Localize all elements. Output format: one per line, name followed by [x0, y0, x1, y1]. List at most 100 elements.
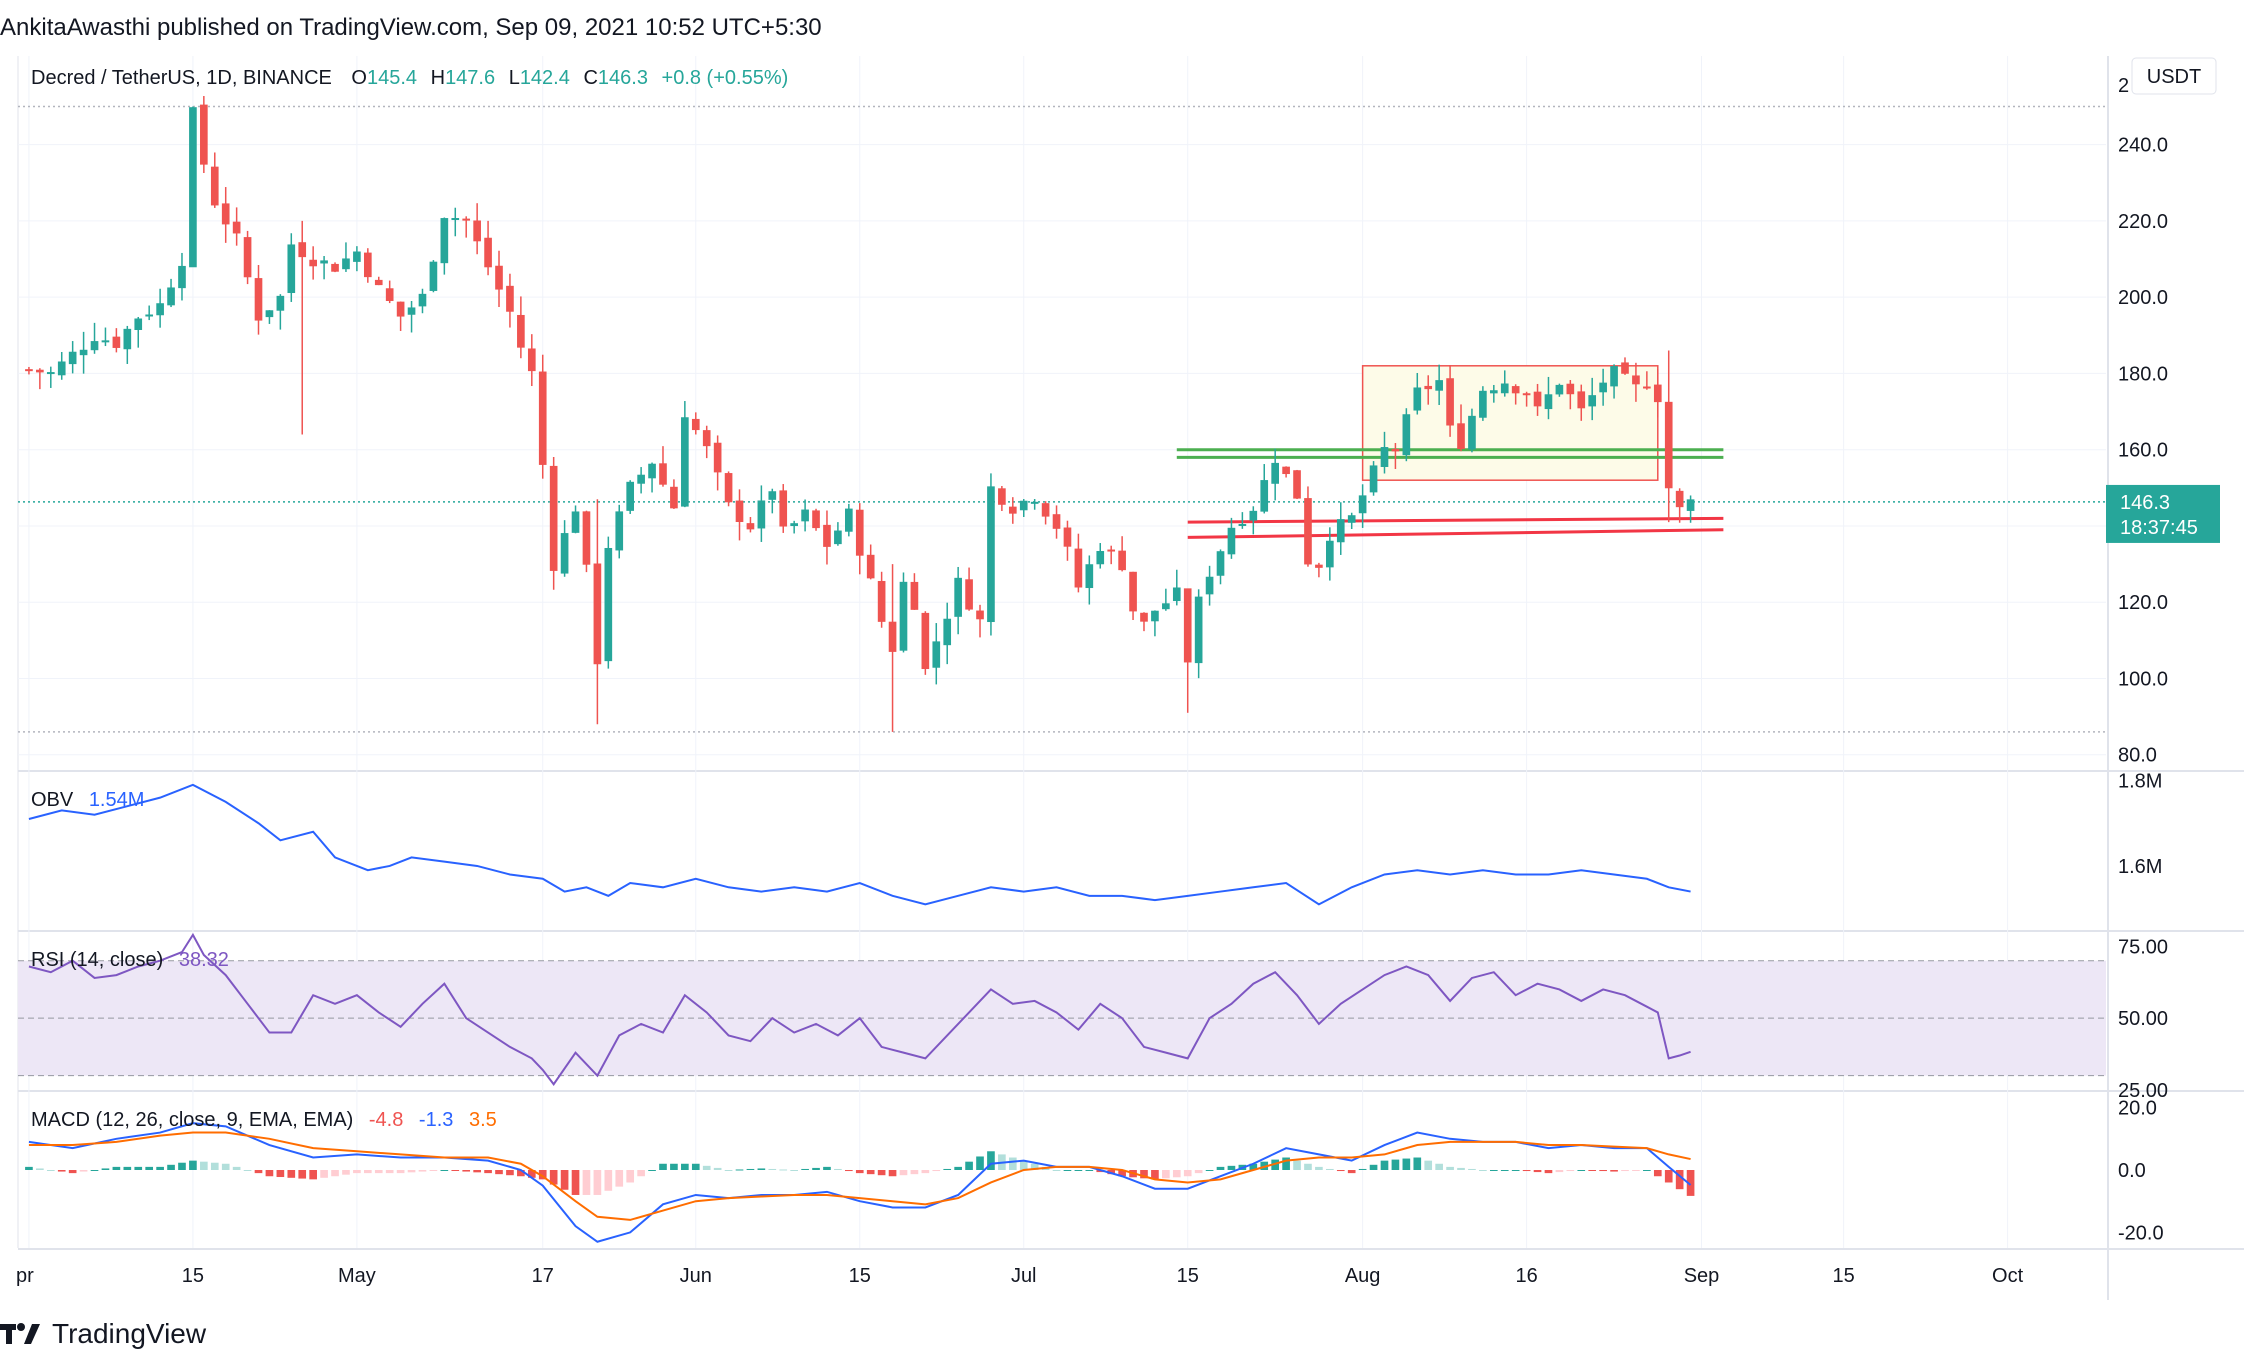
macd-histogram-bar: [1227, 1165, 1236, 1170]
macd-histogram-bar: [1096, 1170, 1105, 1173]
candle-body: [746, 523, 755, 530]
candle-body: [46, 372, 55, 375]
candle-body: [691, 418, 700, 431]
candle-body: [855, 509, 864, 556]
macd-histogram-bar: [1326, 1168, 1334, 1170]
candle-body: [1413, 387, 1422, 411]
candle-body: [210, 166, 219, 206]
time-tick-label: Aug: [1345, 1265, 1381, 1287]
last-price-value: 146.3: [2120, 492, 2170, 514]
candle-body: [1315, 564, 1323, 568]
macd-histogram-bar: [363, 1170, 372, 1174]
macd-histogram-bar: [527, 1170, 536, 1178]
macd-histogram-bar: [298, 1170, 307, 1179]
macd-histogram-bar: [1380, 1160, 1389, 1170]
candle-body: [560, 533, 569, 574]
macd-histogram-bar: [1358, 1168, 1367, 1170]
macd-histogram-bar: [1424, 1160, 1433, 1170]
candle-body: [1566, 383, 1575, 395]
candle-body: [1402, 414, 1411, 456]
macd-histogram-bar: [1599, 1170, 1607, 1172]
time-tick-label: 16: [1515, 1265, 1537, 1287]
candle-body: [1391, 448, 1400, 452]
macd-histogram-bar: [1435, 1163, 1443, 1170]
candle-body: [702, 430, 711, 447]
macd-histogram-bar: [1151, 1170, 1159, 1180]
tradingview-logo[interactable]: TradingView: [0, 1318, 206, 1350]
macd-histogram-bar: [615, 1170, 624, 1187]
candle-body: [298, 242, 307, 258]
macd-histogram-bar: [68, 1170, 77, 1174]
macd-histogram-bar: [954, 1166, 962, 1170]
macd-tick-label: 20.0: [2118, 1098, 2157, 1120]
axes-layer: 240.0220.0200.0180.0160.0140.0120.0100.0…: [16, 75, 2168, 1287]
open-value: 145.4: [367, 67, 417, 89]
macd-histogram-bar: [1500, 1170, 1509, 1171]
macd-histogram-bar: [287, 1170, 296, 1178]
macd-histogram-bar: [1664, 1170, 1673, 1183]
price-tick-label: 160.0: [2118, 440, 2168, 462]
candle-body: [1085, 564, 1094, 589]
macd-histogram-bar: [506, 1170, 514, 1176]
candle-body: [134, 318, 143, 331]
candle-body: [943, 618, 952, 646]
candle-body: [156, 303, 164, 316]
candle-body: [1293, 470, 1301, 499]
macd-histogram-bar: [1107, 1170, 1116, 1175]
macd-histogram-bar: [440, 1170, 449, 1171]
candle-body: [888, 621, 897, 652]
macd-histogram-bar: [1216, 1166, 1225, 1170]
macd-histogram-bar: [823, 1166, 831, 1170]
macd-histogram-bar: [1183, 1170, 1192, 1177]
candle-body: [1336, 519, 1345, 543]
macd-histogram-bar: [812, 1167, 820, 1170]
candle-body: [200, 104, 208, 165]
macd-histogram-bar: [877, 1170, 886, 1176]
candle-body: [571, 511, 580, 533]
time-tick-label: May: [338, 1265, 376, 1287]
candle-body: [1030, 501, 1039, 504]
candle-body: [1621, 362, 1629, 374]
candle-body: [1511, 386, 1520, 394]
candle-body: [178, 265, 186, 289]
macd-histogram-bar: [451, 1170, 460, 1171]
candle-body: [517, 314, 525, 348]
open-label: O: [351, 67, 367, 89]
macd-histogram-bar: [1468, 1168, 1476, 1170]
macd-histogram-bar: [768, 1168, 777, 1170]
candle-body: [1326, 540, 1334, 568]
candle-body: [1063, 527, 1072, 547]
currency-badge[interactable]: USDT: [2131, 57, 2217, 95]
macd-legend: MACD (12, 26, close, 9, EMA, EMA) -4.8 -…: [31, 1109, 497, 1131]
candle-body: [845, 508, 853, 532]
candle-body: [637, 474, 645, 484]
candle-body: [1249, 510, 1258, 521]
rsi-value: 38.32: [179, 949, 229, 971]
candle-body: [1599, 382, 1607, 393]
candle-body: [1489, 390, 1498, 394]
macd-histogram-bar: [746, 1168, 755, 1170]
candle-body: [932, 641, 941, 668]
price-tick-label: 200.0: [2118, 287, 2168, 309]
candle-body: [1227, 527, 1236, 555]
macd-histogram-bar: [101, 1168, 110, 1170]
macd-histogram-bar: [396, 1170, 405, 1174]
candle-body: [1555, 384, 1564, 395]
annotation-layer: [18, 105, 2106, 733]
candle-body: [1369, 465, 1378, 493]
chart-canvas[interactable]: 240.0220.0200.0180.0160.0140.0120.0100.0…: [0, 0, 2244, 1306]
macd-histogram-bar: [1479, 1170, 1487, 1171]
candle-body: [735, 500, 744, 523]
macd-histogram-bar: [910, 1170, 919, 1175]
macd-histogram-bar: [834, 1168, 842, 1170]
candle-body: [899, 581, 908, 651]
candle-body: [998, 488, 1006, 505]
candle-body: [396, 301, 405, 317]
macd-histogram-bar: [145, 1166, 154, 1170]
candle-body: [374, 279, 383, 286]
publisher-bar: AnkitaAwasthi published on TradingView.c…: [0, 0, 2244, 56]
macd-histogram-bar: [374, 1170, 383, 1174]
macd-histogram-bar: [1172, 1170, 1181, 1178]
candle-body: [331, 263, 339, 272]
macd-histogram-bar: [560, 1170, 569, 1190]
